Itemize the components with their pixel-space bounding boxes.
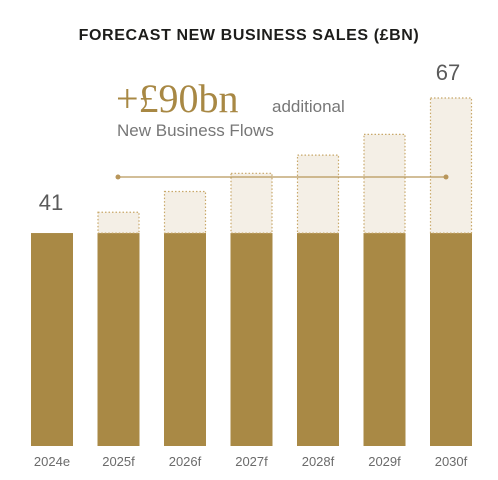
bar-base-2027f: [230, 233, 273, 446]
chart-title: FORECAST NEW BUSINESS SALES (£BN): [79, 27, 420, 44]
bar-base-2030f: [430, 233, 472, 446]
data-label-first: 41: [39, 190, 63, 215]
annotation-headline: +£90bn: [116, 76, 239, 121]
bar-base-2025f: [97, 233, 140, 446]
x-tick-2024e: 2024e: [34, 454, 70, 469]
bar-increment-2030f: [429, 97, 473, 234]
bar-base-2028f: [297, 233, 339, 446]
x-tick-labels: 2024e 2025f 2026f 2027f 2028f 2029f 2030f: [34, 454, 468, 469]
annotation-subline: New Business Flows: [117, 121, 274, 140]
annotation-suffix: additional: [272, 97, 345, 116]
x-tick-2028f: 2028f: [302, 454, 335, 469]
bar-base-2026f: [164, 233, 206, 446]
bar-base-2024e: [31, 233, 73, 446]
bar-increment-2027f: [230, 172, 273, 234]
x-tick-2026f: 2026f: [169, 454, 202, 469]
x-tick-2029f: 2029f: [368, 454, 401, 469]
x-tick-2027f: 2027f: [235, 454, 268, 469]
bar-base-2029f: [363, 233, 406, 446]
data-label-last: 67: [436, 60, 460, 85]
x-tick-2025f: 2025f: [102, 454, 135, 469]
bar-increment-2026f: [163, 190, 207, 234]
annotation-dot-start: [115, 174, 121, 180]
x-tick-2030f: 2030f: [435, 454, 468, 469]
bar-increment-2029f: [363, 133, 406, 234]
bar-increment-2025f: [97, 211, 140, 234]
annotation-dot-end: [443, 174, 449, 180]
bars-group: [31, 97, 473, 446]
annotation-line-group: [115, 174, 449, 180]
bar-increment-2028f: [296, 154, 340, 234]
